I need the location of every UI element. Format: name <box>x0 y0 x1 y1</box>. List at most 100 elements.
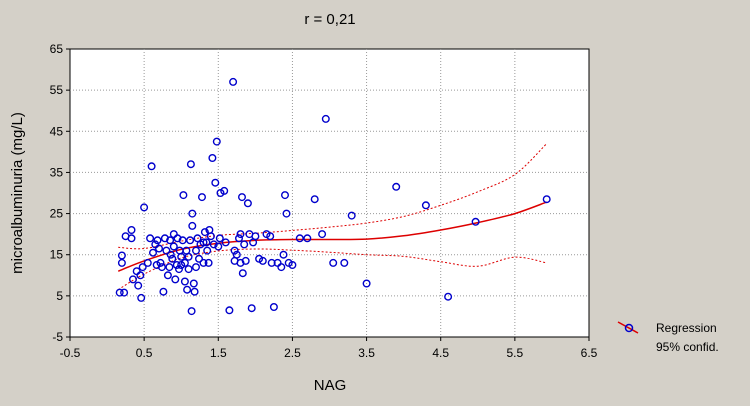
data-point <box>208 153 217 162</box>
data-point <box>329 258 338 267</box>
data-point <box>168 254 177 263</box>
data-point <box>240 240 249 249</box>
chart-title: r = 0,21 <box>304 11 355 28</box>
data-point <box>127 234 136 243</box>
ci-upper-line <box>118 143 548 250</box>
data-point <box>157 263 166 272</box>
data-point <box>117 258 126 267</box>
ci-lower-line <box>117 248 547 291</box>
data-points <box>115 77 551 316</box>
data-point <box>234 234 243 243</box>
data-point <box>166 236 175 245</box>
data-point <box>542 195 551 204</box>
data-point <box>277 263 286 272</box>
data-point <box>193 234 202 243</box>
data-point <box>258 256 267 265</box>
data-point <box>471 217 480 226</box>
data-point <box>134 281 143 290</box>
x-tick-label: -0.5 <box>60 346 81 360</box>
data-point <box>117 251 126 260</box>
data-point <box>146 234 155 243</box>
y-tick-label: 35 <box>50 165 64 179</box>
grid-lines <box>70 49 589 337</box>
data-point <box>189 279 198 288</box>
x-tick-label: 4.5 <box>432 346 449 360</box>
data-point <box>177 252 186 261</box>
data-point <box>392 182 401 191</box>
data-point <box>140 203 149 212</box>
data-point <box>269 303 278 312</box>
data-point <box>154 244 163 253</box>
data-point <box>166 250 175 259</box>
data-point <box>237 193 246 202</box>
data-point <box>203 246 212 255</box>
data-point <box>128 275 137 284</box>
data-point <box>200 228 209 237</box>
y-axis-label: microalbuminuria (mg/L) <box>9 112 26 274</box>
data-point <box>172 261 181 270</box>
y-tick-label: 15 <box>50 248 64 262</box>
data-point <box>165 263 174 272</box>
y-tick-label: 25 <box>50 207 64 221</box>
legend: Regression 95% confid. <box>617 321 719 354</box>
data-point <box>444 292 453 301</box>
data-point <box>204 258 213 267</box>
data-point <box>251 232 260 241</box>
legend-regression-label: Regression <box>656 321 717 335</box>
data-point <box>230 246 239 255</box>
data-point <box>295 234 304 243</box>
data-point <box>159 287 168 296</box>
x-axis-label: NAG <box>314 377 347 394</box>
data-point <box>171 275 180 284</box>
data-point <box>163 271 172 280</box>
data-point <box>206 232 215 241</box>
data-point <box>225 306 234 315</box>
data-point <box>211 178 220 187</box>
data-point <box>191 263 200 272</box>
data-point <box>156 258 165 267</box>
data-point <box>148 248 157 257</box>
data-point <box>194 254 203 263</box>
data-point <box>188 221 197 230</box>
x-tick-label: 0.5 <box>136 346 153 360</box>
data-point <box>184 265 193 274</box>
x-tick-label: 1.5 <box>210 346 227 360</box>
data-point <box>303 234 312 243</box>
axes: -0.5 0.5 1.5 2.5 3.5 4.5 5.5 6.5 65 55 45 35 25 15 5 -5 <box>50 42 598 360</box>
data-point <box>190 287 199 296</box>
data-point <box>186 236 195 245</box>
x-tick-label: 3.5 <box>358 346 375 360</box>
data-point <box>199 258 208 267</box>
data-point <box>288 261 297 270</box>
data-point <box>281 191 290 200</box>
x-tick-label: 2.5 <box>284 346 301 360</box>
data-point <box>229 77 238 86</box>
y-tick-label: 5 <box>56 289 63 303</box>
data-point <box>232 250 241 259</box>
data-point <box>147 162 156 171</box>
data-point <box>310 195 319 204</box>
data-point <box>174 265 183 274</box>
data-point <box>202 238 211 247</box>
legend-regression-line-icon <box>617 321 639 334</box>
regression-line-group <box>117 201 547 272</box>
data-point <box>212 137 221 146</box>
data-point <box>153 236 162 245</box>
data-point <box>209 240 218 249</box>
data-point <box>169 242 178 251</box>
y-tick-label: -5 <box>52 330 63 344</box>
data-point <box>136 271 145 280</box>
data-point <box>179 191 188 200</box>
data-point <box>318 230 327 239</box>
data-point <box>137 293 146 302</box>
legend-confidence-label: 95% confid. <box>656 340 719 354</box>
confidence-bands <box>117 143 548 291</box>
data-point <box>241 256 250 265</box>
data-point <box>184 252 193 261</box>
data-point <box>266 232 275 241</box>
data-point <box>214 242 223 251</box>
x-tick-label: 5.5 <box>507 346 524 360</box>
data-point <box>197 193 206 202</box>
data-point <box>347 211 356 220</box>
